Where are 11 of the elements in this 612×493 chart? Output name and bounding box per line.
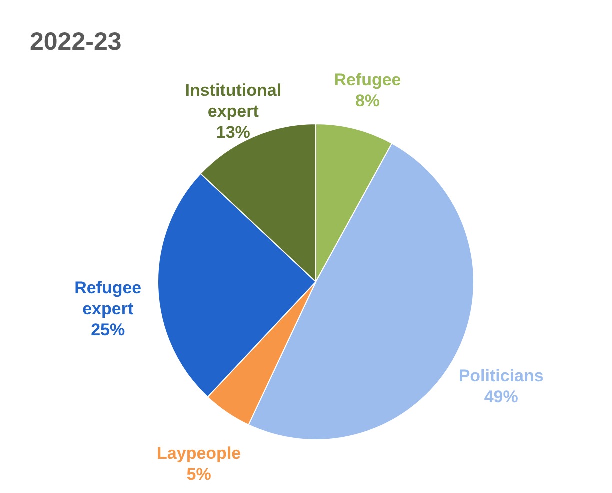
slice-label: Refugee expert xyxy=(74,278,142,319)
slice-label: Refugee xyxy=(334,70,402,90)
chart-title: 2022-23 xyxy=(30,28,122,56)
slice-label: Laypeople xyxy=(157,444,242,464)
slice-label: Politicians xyxy=(458,366,544,386)
slice-label: Institutional expert xyxy=(185,81,282,122)
data-label: 8% xyxy=(355,92,380,111)
data-label: 5% xyxy=(186,465,212,484)
data-label: 13% xyxy=(216,123,250,142)
data-label: 25% xyxy=(91,320,126,340)
data-label: 49% xyxy=(484,387,518,406)
